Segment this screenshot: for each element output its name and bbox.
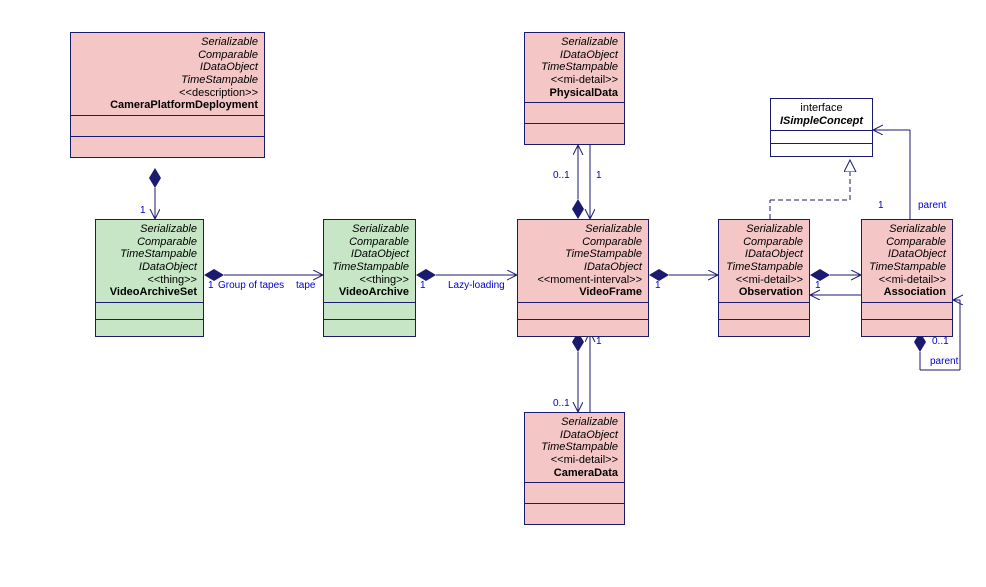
class-observation: Serializable Comparable IDataObject Time… — [718, 219, 810, 337]
class-videoframe: Serializable Comparable TimeStampable ID… — [517, 219, 649, 337]
class-videoarchiveset: Serializable Comparable TimeStampable ID… — [95, 219, 204, 337]
class-cameraplatformdeployment: Serializable Comparable IDataObject Time… — [70, 32, 265, 158]
stereotype: <<description>> — [77, 87, 258, 100]
role-label: Lazy-loading — [448, 280, 505, 291]
iface: TimeStampable — [77, 74, 258, 87]
interface-isimpleconcept: interface ISimpleConcept — [770, 98, 873, 157]
class-cameradata: Serializable IDataObject TimeStampable <… — [524, 412, 625, 525]
mult-label: 1 — [878, 200, 884, 211]
class-name: CameraPlatformDeployment — [77, 99, 258, 112]
mult-label: 0..1 — [932, 336, 949, 347]
iface: Comparable — [77, 49, 258, 62]
mult-label: 1 — [596, 170, 602, 181]
role-label: parent — [930, 356, 958, 367]
class-association: Serializable Comparable IDataObject Time… — [861, 219, 953, 337]
mult-label: 1 — [208, 280, 214, 291]
mult-label: 1 — [655, 280, 661, 291]
mult-label: 1 — [420, 280, 426, 291]
role-label: Group of tapes — [218, 280, 284, 291]
class-physicaldata: Serializable IDataObject TimeStampable <… — [524, 32, 625, 145]
mult-label: 0..1 — [553, 170, 570, 181]
role-label: tape — [296, 280, 315, 291]
mult-label: 1 — [596, 336, 602, 347]
class-videoarchive: Serializable Comparable IDataObject Time… — [323, 219, 416, 337]
mult-label: 1 — [140, 205, 146, 216]
mult-label: 0..1 — [553, 398, 570, 409]
iface: Serializable — [77, 36, 258, 49]
iface: IDataObject — [77, 61, 258, 74]
role-label: parent — [918, 200, 946, 211]
mult-label: 1 — [815, 280, 821, 291]
